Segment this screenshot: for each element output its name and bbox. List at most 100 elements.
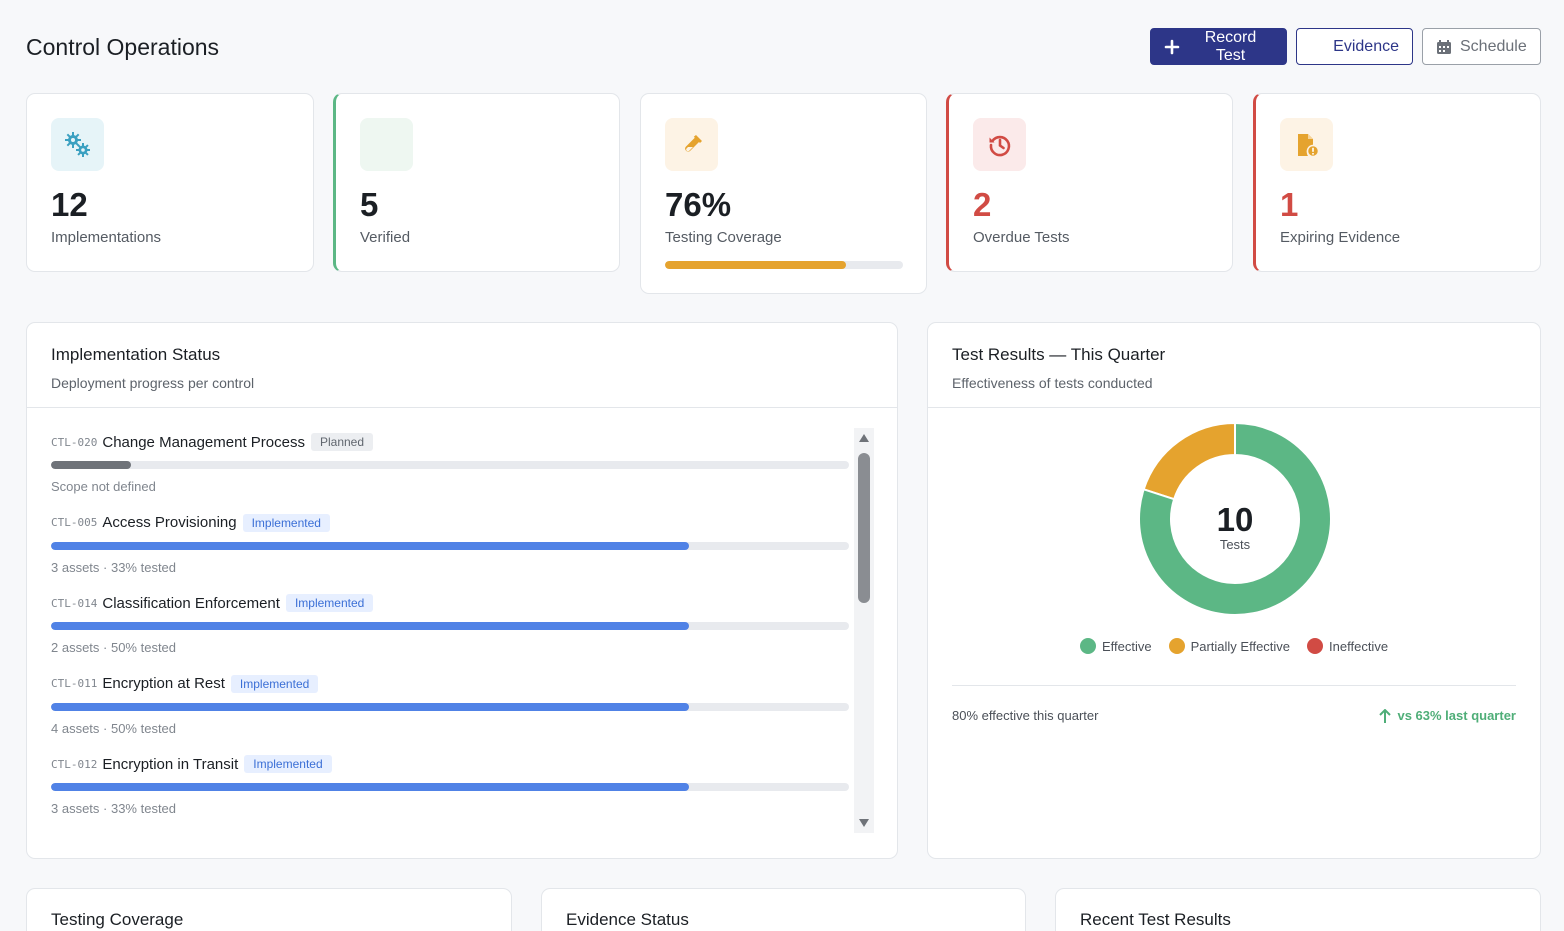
implementation-item-header: CTL-012 Encryption in Transit Implemented <box>51 753 851 775</box>
scroll-thumb[interactable] <box>858 453 870 603</box>
control-name: Encryption at Rest <box>102 675 225 692</box>
control-name: Classification Enforcement <box>102 594 280 612</box>
stat-card-overdue-tests: 2 Overdue Tests <box>946 93 1233 272</box>
implementation-meta: 3 assets · 33% tested <box>51 559 177 575</box>
schedule-label: Schedule <box>1460 37 1527 55</box>
implementation-meta: Scope not defined <box>51 479 156 494</box>
panel-subtitle: Effectiveness of tests conducted <box>952 375 1153 391</box>
schedule-button[interactable]: Schedule <box>1422 28 1541 65</box>
stat-icon-bg <box>360 118 413 171</box>
test-results-donut-chart: 10 Tests <box>1138 423 1332 616</box>
implementation-progress-fill <box>51 783 690 791</box>
stat-icon-bg <box>665 118 718 171</box>
testing-coverage-card: Testing Coverage <box>26 888 512 931</box>
status-badge: Planned <box>310 433 374 451</box>
divider <box>952 685 1516 686</box>
implementation-item[interactable]: CTL-005 Access Provisioning Implemented 3 a… <box>51 509 851 590</box>
record-test-button[interactable]: Record Test <box>1150 28 1287 65</box>
control-code: CTL-011 <box>51 677 98 690</box>
implementation-item[interactable]: CTL-020 Change Management Process Planned S… <box>51 428 851 509</box>
card-title: Testing Coverage <box>51 910 184 929</box>
implementation-progress-track <box>51 622 849 630</box>
legend-item[interactable]: Ineffective <box>1307 638 1388 654</box>
implementation-progress-track <box>51 461 849 469</box>
card-title: Evidence Status <box>566 910 689 929</box>
implementation-meta: 2 assets · 50% tested <box>51 640 177 655</box>
stat-label: Implementations <box>51 229 162 246</box>
panel-subtitle: Deployment progress per control <box>51 375 255 391</box>
coverage-progress-fill <box>665 261 846 269</box>
panel-title: Test Results — This Quarter <box>952 345 1166 364</box>
coverage-progress-track <box>665 261 903 269</box>
legend-label: Ineffective <box>1329 638 1389 654</box>
implementation-item-header: CTL-014 Classification Enforcement Impleme… <box>51 592 851 614</box>
implementation-item[interactable]: CTL-011 Encryption at Rest Implemented 4 as… <box>51 670 851 751</box>
stat-label: Overdue Tests <box>973 229 1070 246</box>
evidence-button[interactable]: Evidence <box>1296 28 1413 65</box>
panel-title: Implementation Status <box>51 345 221 364</box>
implementation-meta: 3 assets · 33% tested <box>51 801 177 816</box>
implementation-item[interactable]: CTL-014 Classification Enforcement Impleme… <box>51 589 851 670</box>
scroll-up-arrow[interactable] <box>859 434 869 442</box>
stat-card-implementations: 12 Implementations <box>26 93 314 272</box>
history-icon <box>989 135 1010 156</box>
stat-label: Expiring Evidence <box>1280 229 1401 246</box>
comparison-text: vs 63% last quarter <box>1397 708 1516 723</box>
results-footer: 80% effective this quarter vs 63% last q… <box>952 708 1516 723</box>
implementation-scrollbar[interactable] <box>854 428 874 833</box>
status-badge: Implemented <box>285 594 374 612</box>
file-alert-icon <box>1297 133 1319 157</box>
implementation-meta: 4 assets · 50% tested <box>51 720 177 736</box>
implementation-item-header: CTL-011 Encryption at Rest Implemented <box>51 673 851 695</box>
stat-label: Testing Coverage <box>665 229 782 246</box>
implementation-status-panel: Implementation Status Deployment progres… <box>26 322 898 859</box>
page-title: Control Operations <box>26 34 220 60</box>
scroll-down-arrow[interactable] <box>859 819 869 827</box>
legend-dot <box>1307 638 1324 654</box>
control-name: Access Provisioning <box>102 514 237 531</box>
test-results-panel: Test Results — This Quarter Effectivenes… <box>927 322 1541 859</box>
legend-item[interactable]: Partially Effective <box>1168 638 1291 654</box>
recent-test-results-card: Recent Test Results <box>1055 888 1541 931</box>
stat-icon-bg <box>1280 118 1333 171</box>
status-badge: Implemented <box>230 674 319 693</box>
stat-label: Verified <box>360 229 411 246</box>
arrow-up-icon <box>1379 708 1392 723</box>
status-badge: Implemented <box>242 513 330 532</box>
implementation-item-header: CTL-020 Change Management Process Planned <box>51 431 851 453</box>
card-title: Recent Test Results <box>1080 910 1231 929</box>
toolbar: Record Test Evidence Schedule <box>1150 28 1541 65</box>
stat-card-testing-coverage: 76% Testing Coverage <box>640 93 927 294</box>
legend-dot <box>1079 638 1096 654</box>
implementation-progress-fill <box>51 702 690 711</box>
stat-icon-bg <box>973 118 1026 171</box>
donut-segment-partially-effective[interactable] <box>1142 423 1236 501</box>
implementation-item[interactable]: CTL-012 Encryption in Transit Implemented 3… <box>51 750 851 831</box>
evidence-status-card: Evidence Status <box>541 888 1026 931</box>
legend-item[interactable]: Effective <box>1079 638 1152 654</box>
record-test-label: Record Test <box>1204 28 1257 64</box>
evidence-label: Evidence <box>1333 37 1399 55</box>
implementation-progress-track <box>51 541 849 550</box>
legend-dot <box>1168 638 1185 654</box>
legend-label: Partially Effective <box>1190 638 1291 654</box>
stat-value: 12 <box>51 186 88 223</box>
flask-icon <box>684 134 702 152</box>
implementation-progress-fill <box>51 622 690 630</box>
donut-segment-effective[interactable] <box>1138 423 1332 616</box>
implementation-item-header: CTL-005 Access Provisioning Implemented <box>51 512 851 534</box>
quarter-comparison: vs 63% last quarter <box>1379 708 1516 723</box>
legend-label: Effective <box>1101 638 1152 654</box>
control-code: CTL-005 <box>51 516 98 529</box>
stat-value: 1 <box>1280 186 1299 223</box>
control-name: Encryption in Transit <box>102 755 239 773</box>
gears-icon <box>64 131 90 157</box>
plus-icon <box>1164 39 1180 54</box>
control-code: CTL-012 <box>51 757 98 771</box>
donut-total-label: Tests <box>1220 537 1251 552</box>
donut-total-value: 10 <box>1217 501 1254 538</box>
stat-value: 2 <box>973 186 992 223</box>
control-name: Change Management Process <box>102 433 305 451</box>
implementation-progress-track <box>51 783 849 791</box>
implementation-list[interactable]: CTL-020 Change Management Process Planned S… <box>51 428 851 833</box>
